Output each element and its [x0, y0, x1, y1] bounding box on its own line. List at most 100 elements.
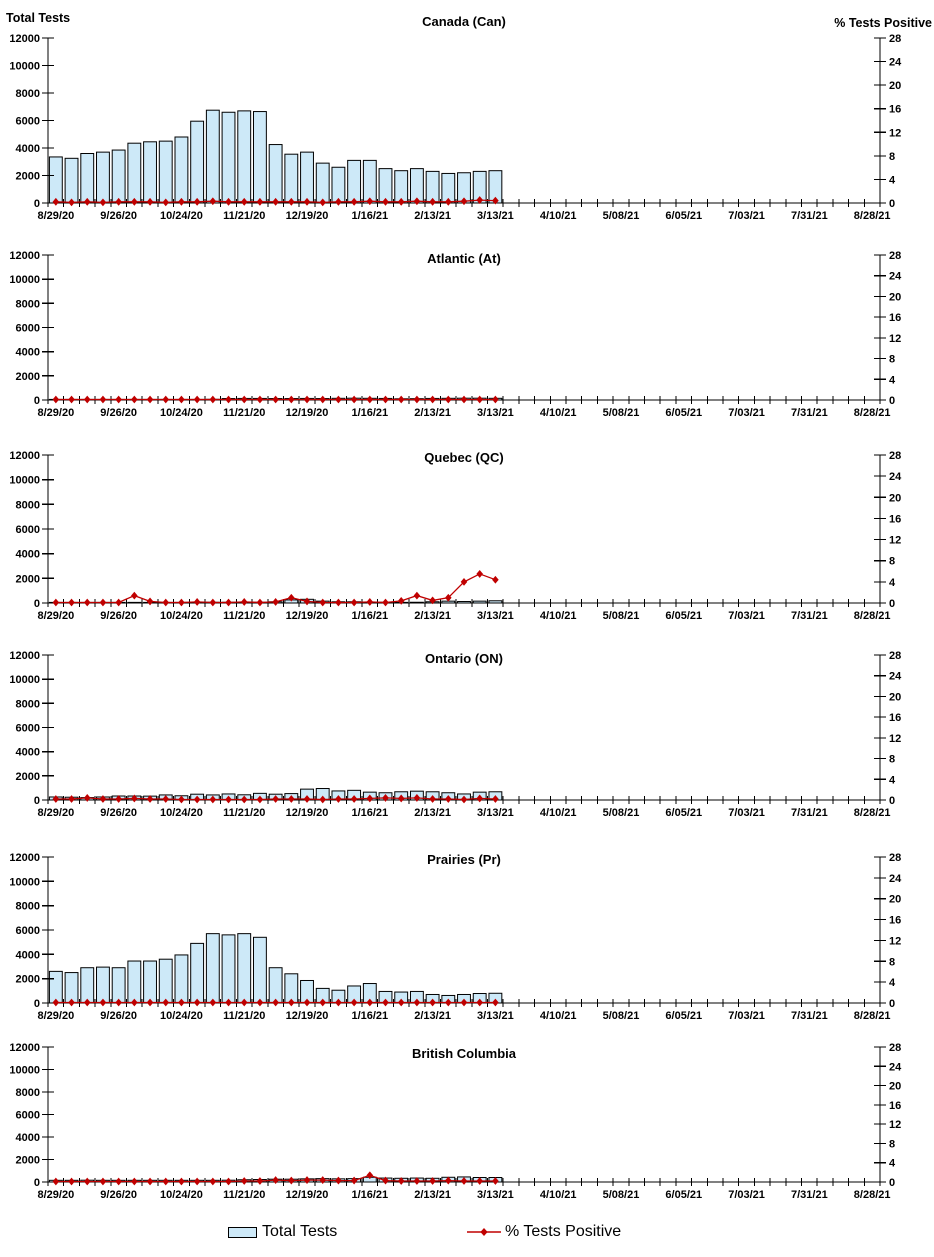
svg-text:4/10/21: 4/10/21 [540, 1189, 577, 1200]
svg-text:6/05/21: 6/05/21 [665, 1189, 702, 1200]
svg-text:20: 20 [889, 894, 901, 906]
svg-text:6000: 6000 [16, 1110, 40, 1122]
svg-text:5/08/21: 5/08/21 [603, 807, 640, 819]
svg-text:10/24/20: 10/24/20 [160, 807, 203, 819]
svg-text:6000: 6000 [16, 723, 40, 735]
svg-text:28: 28 [889, 852, 901, 864]
panel-title-prairies: Prairies (Pr) [427, 852, 501, 867]
svg-text:2000: 2000 [16, 771, 40, 783]
svg-text:12: 12 [889, 1119, 901, 1131]
svg-text:4/10/21: 4/10/21 [540, 407, 577, 419]
svg-text:2/13/21: 2/13/21 [414, 610, 451, 622]
legend-item-pct-positive: % Tests Positive [466, 1222, 621, 1242]
svg-text:11/21/20: 11/21/20 [223, 1189, 265, 1200]
svg-text:8: 8 [889, 354, 895, 366]
svg-text:12: 12 [889, 333, 901, 345]
svg-text:10/24/20: 10/24/20 [160, 610, 203, 622]
svg-text:1/16/21: 1/16/21 [351, 210, 388, 222]
svg-text:10000: 10000 [9, 674, 40, 686]
chart-british-columbia: 0 2000 4000 6000 8000 10000 12000 0 4 8 12 16 20 24 28… [9, 1042, 902, 1200]
svg-text:3/13/21: 3/13/21 [477, 1189, 514, 1200]
svg-text:16: 16 [889, 513, 901, 525]
svg-text:16: 16 [889, 915, 901, 927]
svg-text:6/05/21: 6/05/21 [665, 407, 702, 419]
svg-text:8/29/20: 8/29/20 [37, 807, 74, 819]
svg-text:11/21/20: 11/21/20 [223, 1010, 265, 1022]
svg-text:12000: 12000 [9, 250, 40, 262]
svg-text:8000: 8000 [16, 698, 40, 710]
svg-text:0: 0 [34, 598, 40, 610]
svg-text:6000: 6000 [16, 925, 40, 937]
svg-text:20: 20 [889, 1081, 901, 1093]
svg-text:4/10/21: 4/10/21 [540, 807, 577, 819]
svg-text:0: 0 [34, 795, 40, 807]
svg-text:4: 4 [889, 774, 896, 786]
panel-title-quebec: Quebec (QC) [424, 450, 504, 465]
svg-text:20: 20 [889, 291, 901, 303]
svg-text:12000: 12000 [9, 33, 40, 45]
svg-text:24: 24 [889, 271, 902, 283]
svg-text:9/26/20: 9/26/20 [100, 1010, 137, 1022]
svg-text:20: 20 [889, 691, 901, 703]
svg-text:0: 0 [34, 998, 40, 1010]
svg-text:4000: 4000 [16, 1132, 40, 1144]
svg-text:1/16/21: 1/16/21 [351, 807, 388, 819]
legend-total-tests-label: Total Tests [262, 1223, 338, 1240]
svg-text:9/26/20: 9/26/20 [100, 210, 137, 222]
svg-text:0: 0 [889, 1177, 895, 1189]
svg-text:1/16/21: 1/16/21 [351, 407, 388, 419]
svg-text:7/31/21: 7/31/21 [791, 610, 828, 622]
chart-quebec: 0 2000 4000 6000 8000 10000 12000 0 4 8 12 16 20 24 28… [9, 450, 902, 622]
svg-text:2/13/21: 2/13/21 [414, 1010, 451, 1022]
svg-text:8/29/20: 8/29/20 [37, 407, 74, 419]
chart-canada: 0 2000 4000 6000 8000 10000 12000 0 4 8 12 16 20 24 28… [9, 33, 902, 222]
svg-text:4/10/21: 4/10/21 [540, 610, 577, 622]
svg-text:16: 16 [889, 312, 901, 324]
svg-text:24: 24 [889, 671, 902, 683]
svg-text:8: 8 [889, 754, 895, 766]
svg-text:11/21/20: 11/21/20 [223, 807, 265, 819]
svg-text:8: 8 [889, 151, 895, 163]
svg-text:28: 28 [889, 250, 901, 262]
svg-text:8/29/20: 8/29/20 [37, 210, 74, 222]
svg-text:12/19/20: 12/19/20 [286, 1010, 329, 1022]
svg-text:6/05/21: 6/05/21 [665, 1010, 702, 1022]
svg-text:10/24/20: 10/24/20 [160, 1010, 203, 1022]
svg-text:4/10/21: 4/10/21 [540, 1010, 577, 1022]
svg-text:20: 20 [889, 80, 901, 92]
svg-text:7/31/21: 7/31/21 [791, 807, 828, 819]
svg-text:8: 8 [889, 1138, 895, 1150]
svg-text:7/03/21: 7/03/21 [728, 807, 765, 819]
svg-text:6000: 6000 [16, 524, 40, 536]
svg-text:2000: 2000 [16, 171, 40, 183]
svg-text:10000: 10000 [9, 475, 40, 487]
svg-text:8/29/20: 8/29/20 [37, 610, 74, 622]
svg-text:12000: 12000 [9, 1042, 40, 1054]
panel-prairies: 0 2000 4000 6000 8000 10000 12000 0 4 8 12 16 20 24 28… [0, 825, 934, 1025]
svg-text:9/26/20: 9/26/20 [100, 1189, 137, 1200]
svg-text:6000: 6000 [16, 116, 40, 128]
svg-text:10/24/20: 10/24/20 [160, 210, 203, 222]
svg-text:3/13/21: 3/13/21 [477, 807, 514, 819]
svg-text:12: 12 [889, 127, 901, 139]
svg-text:2/13/21: 2/13/21 [414, 807, 451, 819]
svg-text:1/16/21: 1/16/21 [351, 1010, 388, 1022]
svg-text:2000: 2000 [16, 1155, 40, 1167]
svg-text:7/03/21: 7/03/21 [728, 407, 765, 419]
panel-title-atlantic: Atlantic (At) [427, 251, 501, 266]
svg-text:2000: 2000 [16, 974, 40, 986]
panel-title-ontario: Ontario (ON) [425, 651, 503, 666]
svg-text:2/13/21: 2/13/21 [414, 1189, 451, 1200]
svg-text:16: 16 [889, 1100, 901, 1112]
svg-text:6/05/21: 6/05/21 [665, 210, 702, 222]
total-tests-swatch-icon [228, 1226, 257, 1238]
svg-text:28: 28 [889, 650, 901, 662]
svg-text:4000: 4000 [16, 747, 40, 759]
svg-text:7/31/21: 7/31/21 [791, 1189, 828, 1200]
svg-text:5/08/21: 5/08/21 [603, 407, 640, 419]
svg-text:4: 4 [889, 374, 896, 386]
svg-text:0: 0 [889, 598, 895, 610]
svg-text:7/31/21: 7/31/21 [791, 407, 828, 419]
svg-text:11/21/20: 11/21/20 [223, 407, 265, 419]
svg-text:2/13/21: 2/13/21 [414, 210, 451, 222]
